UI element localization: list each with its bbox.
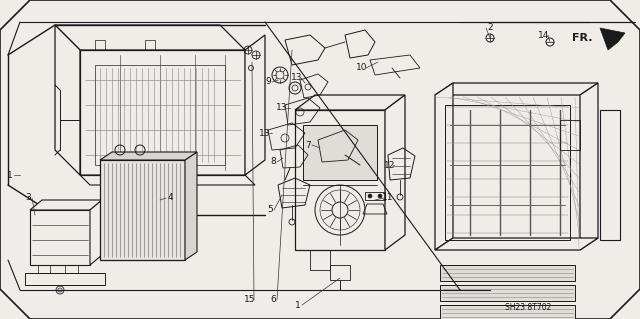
Text: 9: 9 — [265, 78, 271, 86]
Polygon shape — [440, 285, 575, 301]
Polygon shape — [440, 265, 575, 281]
Text: 12: 12 — [384, 160, 396, 169]
Polygon shape — [245, 35, 265, 175]
Polygon shape — [80, 50, 245, 175]
Text: 2: 2 — [487, 24, 493, 33]
Polygon shape — [30, 200, 102, 210]
Text: 14: 14 — [538, 31, 550, 40]
Text: 13: 13 — [276, 103, 288, 113]
Text: SH23 8T702: SH23 8T702 — [505, 303, 551, 313]
Text: 13: 13 — [291, 73, 303, 83]
Polygon shape — [435, 83, 598, 95]
Text: 1: 1 — [295, 300, 301, 309]
Polygon shape — [55, 25, 80, 175]
Text: 13: 13 — [259, 129, 271, 137]
Polygon shape — [100, 152, 197, 160]
Text: 1: 1 — [7, 170, 13, 180]
Polygon shape — [385, 95, 405, 250]
Text: 15: 15 — [244, 295, 256, 305]
Polygon shape — [100, 160, 185, 260]
Text: 10: 10 — [356, 63, 368, 72]
Polygon shape — [185, 152, 197, 260]
Polygon shape — [435, 83, 453, 250]
Circle shape — [378, 194, 382, 198]
Text: 4: 4 — [167, 194, 173, 203]
Polygon shape — [580, 83, 598, 250]
Polygon shape — [90, 200, 102, 265]
Circle shape — [368, 194, 372, 198]
Polygon shape — [55, 25, 245, 50]
Text: 8: 8 — [270, 158, 276, 167]
Polygon shape — [30, 210, 90, 265]
Polygon shape — [600, 28, 625, 50]
Polygon shape — [295, 110, 385, 250]
Polygon shape — [600, 110, 620, 240]
Polygon shape — [435, 238, 598, 250]
Text: 6: 6 — [270, 295, 276, 305]
Polygon shape — [295, 95, 405, 110]
Text: FR.: FR. — [572, 33, 592, 43]
Text: 7: 7 — [305, 140, 311, 150]
Text: 11: 11 — [382, 194, 394, 203]
Text: 5: 5 — [267, 205, 273, 214]
Polygon shape — [303, 125, 377, 180]
Polygon shape — [440, 305, 575, 319]
Text: 3: 3 — [25, 194, 31, 203]
